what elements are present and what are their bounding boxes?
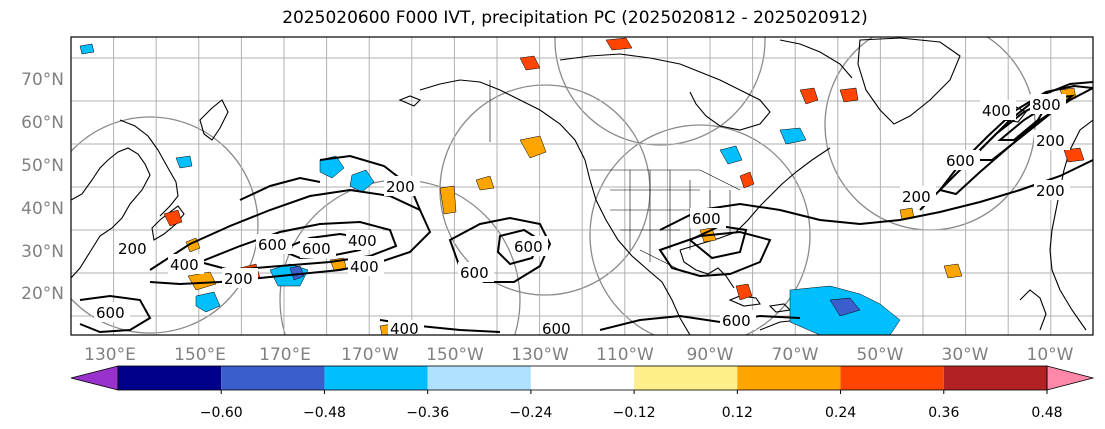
- longitude-label: 170°W: [341, 345, 399, 365]
- longitude-label: 70°W: [772, 345, 819, 365]
- colorbar-extend-low: [70, 365, 119, 391]
- longitude-label: 30°W: [942, 345, 989, 365]
- ivt-label: 400: [982, 102, 1011, 120]
- colorbar-tick-label: −0.12: [613, 405, 656, 421]
- latitude-label: 60°N: [21, 113, 64, 133]
- colorbar-tick-label: −0.60: [200, 405, 243, 421]
- ivt-label: 600: [258, 236, 287, 254]
- colorbar-labels: −0.60 −0.48 −0.36 −0.24 −0.12 0.12 0.24 0.36 0.4…: [200, 390, 1063, 421]
- latitude-labels: 70°N 60°N 50°N 40°N 30°N 20°N: [21, 70, 64, 304]
- colorbar-frame: [117, 365, 1048, 391]
- longitude-label: 90°W: [687, 345, 734, 365]
- map-title: 2025020600 F000 IVT, precipitation PC (2…: [282, 8, 868, 28]
- colorbar-extend-high: [1046, 365, 1095, 391]
- ivt-label: 600: [302, 240, 331, 258]
- longitude-labels: 130°E 150°E 170°E 170°W 150°W 130°W 110°W 90°W 7…: [84, 345, 1074, 365]
- political-borders: [489, 80, 741, 271]
- latitude-label: 50°N: [21, 156, 64, 176]
- colorbar-segment: [221, 366, 325, 390]
- latitude-label: 70°N: [21, 70, 64, 90]
- colorbar-tick-label: 0.48: [1031, 405, 1062, 421]
- colorbar-tick-label: 0.36: [928, 405, 959, 421]
- colorbar-segment: [840, 366, 944, 390]
- ivt-label: 200: [902, 188, 931, 206]
- longitude-label: 150°E: [174, 345, 226, 365]
- colorbar-segment: [530, 366, 635, 390]
- ivt-label: 600: [460, 264, 489, 282]
- longitude-label: 170°E: [259, 345, 311, 365]
- colorbar-tick-label: 0.24: [825, 405, 856, 421]
- colorbar-tick-label: −0.24: [509, 405, 552, 421]
- ivt-contour-labels: 200 400 600 200 400 600 200 600 600 400 …: [94, 94, 1070, 338]
- colorbar: [70, 365, 1095, 391]
- latitude-label: 30°N: [21, 242, 64, 262]
- ivt-label: 600: [542, 320, 571, 338]
- ivt-label: 600: [96, 304, 125, 322]
- ivt-label: 200: [386, 178, 415, 196]
- ivt-label: 600: [514, 238, 543, 256]
- ivt-label: 400: [350, 258, 379, 276]
- ivt-label: 600: [946, 152, 975, 170]
- coastlines: [71, 37, 1093, 335]
- colorbar-tick-label: −0.48: [303, 405, 346, 421]
- ivt-label: 200: [1036, 132, 1065, 150]
- ivt-label: 200: [118, 240, 147, 258]
- longitude-label: 130°W: [511, 345, 569, 365]
- map-panel: 200 400 600 200 400 600 200 600 600 400 …: [71, 37, 1093, 338]
- ivt-label: 400: [170, 256, 199, 274]
- ivt-label: 400: [390, 320, 419, 338]
- longitude-label: 130°E: [84, 345, 136, 365]
- colorbar-tick-label: −0.36: [406, 405, 449, 421]
- ivt-label: 600: [692, 210, 721, 228]
- colorbar-tick-label: 0.12: [722, 405, 753, 421]
- colorbar-segment: [943, 366, 1047, 390]
- colorbar-segment: [737, 366, 841, 390]
- longitude-label: 150°W: [426, 345, 484, 365]
- map-frame: [70, 36, 1094, 336]
- colorbar-segment: [427, 366, 531, 390]
- latitude-label: 40°N: [21, 199, 64, 219]
- ivt-label: 200: [1036, 182, 1065, 200]
- ivt-label: 400: [348, 232, 377, 250]
- longitude-label: 10°W: [1027, 345, 1074, 365]
- colorbar-segment: [324, 366, 428, 390]
- ivt-label: 800: [1032, 96, 1061, 114]
- longitude-label: 50°W: [857, 345, 904, 365]
- colorbar-segment: [634, 366, 738, 390]
- colorbar-segment: [118, 366, 222, 390]
- ivt-label: 200: [224, 270, 253, 288]
- longitude-label: 110°W: [596, 345, 654, 365]
- ivt-label: 600: [722, 312, 751, 330]
- latitude-label: 20°N: [21, 284, 64, 304]
